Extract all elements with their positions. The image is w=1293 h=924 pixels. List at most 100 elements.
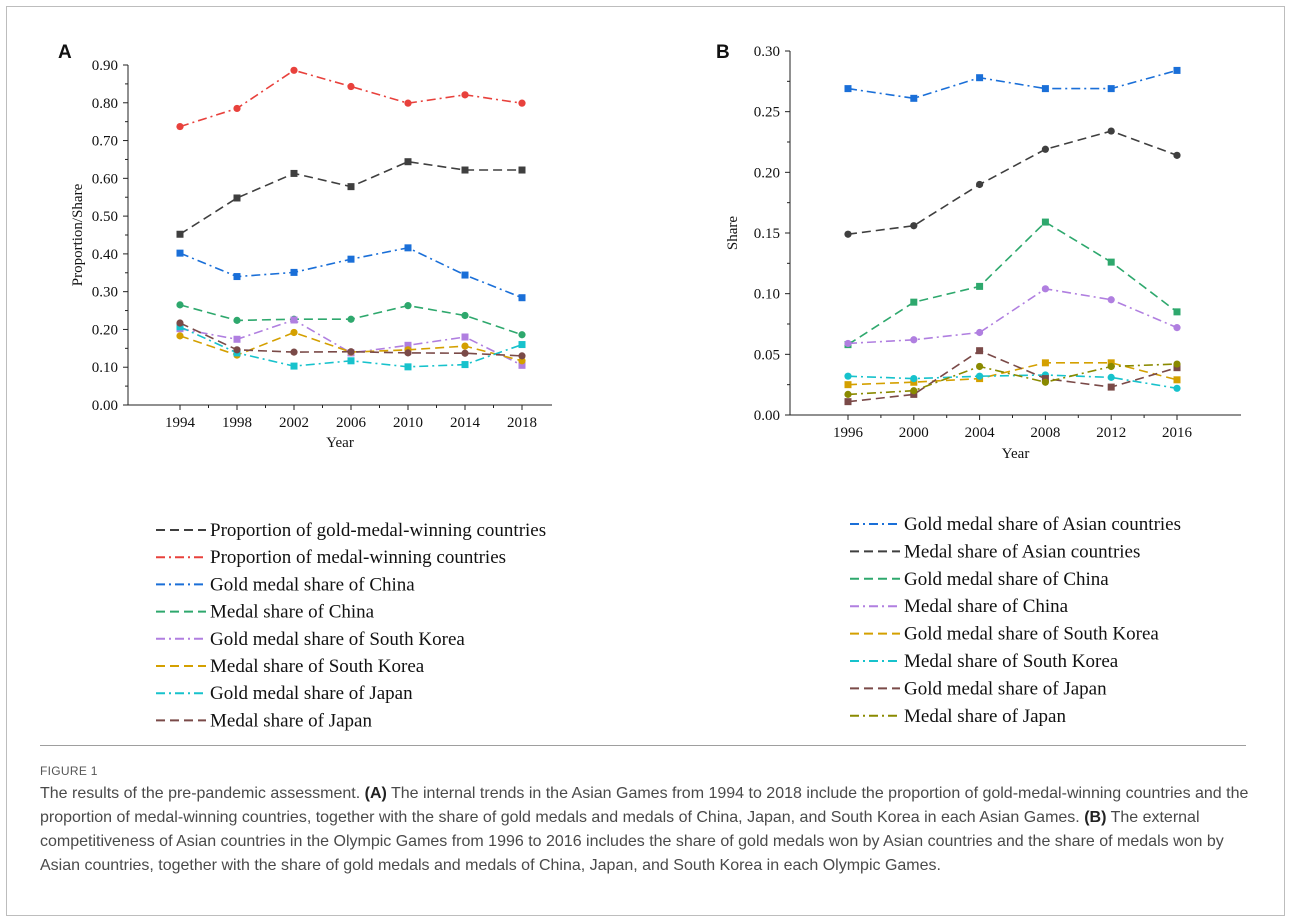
panel-a-legend-label: Medal share of China	[210, 602, 375, 623]
panel-a-series-2-point	[233, 104, 241, 113]
panel-a-series-8-point	[290, 348, 298, 356]
panel-b-legend-label: Gold medal share of China	[904, 569, 1109, 590]
panel-b-y-tick-label: 0.10	[754, 287, 780, 303]
panel-a-y-tick-label: 0.20	[92, 322, 118, 338]
panel-b-legend-label: Medal share of South Korea	[904, 651, 1119, 672]
panel-b-series-5-point	[1107, 359, 1115, 367]
panel-b-series-2-point	[976, 180, 984, 189]
panel-b-letter: B	[716, 42, 730, 63]
caption-divider	[40, 745, 1246, 746]
panel-a-series-4-point	[347, 315, 355, 323]
caption-a-text: The internal trends in the Asian Games f…	[40, 785, 1249, 826]
panel-a-x-tick-label: 2018	[507, 415, 537, 431]
panel-a-legend-label: Medal share of South Korea	[210, 656, 425, 677]
panel-a-series-8-point	[233, 346, 241, 354]
panel-a-legend-label: Gold medal share of South Korea	[210, 629, 465, 650]
panel-a-y-tick-label: 0.70	[92, 134, 118, 150]
panel-a-series-3-point	[290, 268, 298, 276]
panel-b-y-tick-label: 0.00	[754, 408, 780, 424]
panel-a-series-3-point	[461, 271, 469, 279]
panel-b-series-7-point	[910, 390, 918, 398]
panel-b-series-2-point	[1041, 145, 1049, 153]
panel-a-series-3-point	[176, 249, 184, 257]
panel-b-series-5-point	[910, 378, 918, 386]
panel-a-series-3-point	[404, 244, 412, 252]
panel-a-y-tick-label: 0.80	[92, 96, 118, 112]
panel-b-series-3-point	[976, 282, 984, 290]
panel-a-x-tick-label: 1998	[222, 415, 252, 431]
panel-b-series-6-point	[844, 372, 852, 380]
panel-a-series-4-point	[176, 301, 184, 309]
panel-b-x-tick-label: 2008	[1030, 425, 1060, 441]
panel-b-series-8-point	[976, 362, 984, 371]
panel-a-series-1-point	[518, 166, 526, 174]
panel-a-series-1-point	[347, 183, 355, 191]
panel-b-series-6-point	[1173, 384, 1181, 392]
panel-a-series-5-point	[461, 333, 469, 341]
panel-b-series-3-point	[1173, 308, 1181, 316]
caption-b-tag: (B)	[1084, 809, 1107, 826]
panel-a-series-5-point	[233, 335, 241, 343]
panel-b-series-line-3	[847, 221, 1178, 346]
panel-a-x-tick-label: 2014	[450, 415, 481, 431]
panel-b-series-2-point	[910, 222, 918, 230]
panel-a-series-5-point	[518, 361, 526, 369]
panel-b-series-7-point	[844, 398, 852, 406]
caption-intro: The results of the pre-pandemic assessme…	[40, 785, 361, 802]
panel-a-series-8-point	[518, 352, 526, 360]
panel-a-series-1-point	[461, 166, 469, 174]
panel-b-x-axis-title: Year	[1002, 446, 1030, 462]
caption-b-text: The external competitiveness of Asian co…	[40, 809, 1224, 874]
panel-b-series-line-8	[847, 363, 1178, 396]
panel-a-x-tick-label: 1994	[165, 415, 196, 431]
panel-b-x-tick-label: 2016	[1162, 425, 1193, 441]
panel-a-letter: A	[58, 42, 72, 63]
panel-a-series-4-point	[518, 331, 526, 339]
panel-a-series-2-point	[461, 91, 469, 99]
panel-b-series-line-4	[847, 287, 1178, 345]
panel-b-y-tick-label: 0.30	[754, 44, 780, 60]
panel-b-series-7-point	[976, 347, 984, 355]
panel-b-legend-label: Gold medal share of South Korea	[904, 624, 1159, 645]
panel-a-series-1-point	[404, 158, 412, 166]
panel-a-series-5-point	[404, 341, 412, 349]
caption-a-tag: (A)	[364, 785, 387, 802]
panel-b-series-5-point	[1173, 376, 1181, 384]
panel-a-series-6-point	[290, 328, 298, 337]
panel-a-series-7-point	[404, 363, 412, 371]
panel-a-series-8-point	[176, 319, 184, 327]
figure-frame	[6, 6, 1285, 916]
panel-a-y-tick-label: 0.40	[92, 247, 118, 263]
panel-a-legend-label: Gold medal share of Japan	[210, 683, 413, 704]
panel-a-series-6-point	[176, 332, 184, 340]
panel-a-series-8-point	[347, 348, 355, 356]
panel-b-series-1-point	[844, 85, 852, 93]
panel-a-series-1-point	[233, 194, 241, 202]
panel-b-y-axis-title: Share	[725, 216, 741, 250]
panel-b-series-line-2	[847, 130, 1178, 235]
panel-a-chart: A 0.00 0.10 0.20 0.30 0.40 0.50 0.60 0.70 0.80 0.…	[58, 42, 552, 731]
panel-b-series-1-point	[976, 74, 984, 82]
panel-a-series-1-point	[176, 230, 184, 238]
panel-b-series-6-point	[910, 375, 918, 383]
panel-a-series-line-3	[179, 246, 523, 299]
panel-b-series-5-point	[1041, 359, 1049, 367]
panel-b-series-1-point	[1041, 85, 1049, 93]
panel-a-y-tick-label: 0.00	[92, 398, 118, 414]
panel-a-series-3-point	[518, 294, 526, 302]
panel-a-y-tick-label: 0.90	[92, 58, 118, 74]
panel-b-series-2-point	[844, 230, 852, 238]
panel-b-series-7-point	[1107, 383, 1115, 391]
panel-b-x-tick-label: 2004	[965, 425, 996, 441]
panel-b-series-4-point	[1107, 296, 1115, 304]
panel-b-y-tick-label: 0.15	[754, 226, 780, 242]
panel-a-y-tick-label: 0.30	[92, 285, 118, 301]
panel-b-legend-label: Gold medal share of Asian countries	[904, 514, 1181, 535]
panel-b-series-4-point	[1173, 324, 1181, 332]
panel-a-series-5-point	[290, 316, 298, 324]
panel-b-series-8-point	[1041, 378, 1049, 386]
panel-a-series-6-point	[461, 342, 469, 350]
panel-a-series-4-point	[404, 302, 412, 310]
panel-b-legend-label: Medal share of Asian countries	[904, 541, 1140, 562]
panel-b-series-8-point	[1107, 362, 1115, 371]
